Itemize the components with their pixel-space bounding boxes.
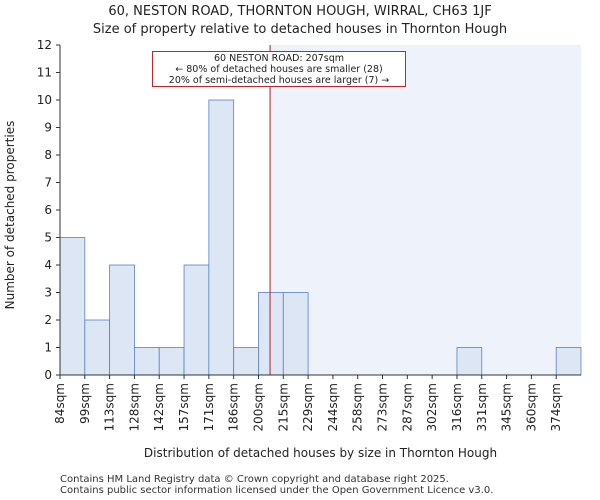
bar-186sqm [233, 347, 259, 376]
chart-subtitle: Size of property relative to detached ho… [92, 22, 508, 37]
y-tick-label: 9 [44, 121, 52, 135]
bar-157sqm [183, 264, 210, 376]
x-tick-label: 84sqm [53, 383, 67, 424]
bar-171sqm [208, 99, 235, 376]
y-tick-label: 1 [44, 341, 52, 355]
bar-316sqm [456, 347, 483, 376]
bar-128sqm [134, 347, 160, 376]
x-tick-label: 360sqm [524, 383, 538, 431]
x-tick-label: 171sqm [202, 383, 216, 431]
bar-113sqm [109, 264, 135, 376]
x-tick-label: 200sqm [251, 383, 265, 431]
x-tick-label: 374sqm [549, 383, 563, 431]
bar-374sqm [555, 347, 582, 376]
x-tick-label: 258sqm [351, 383, 365, 431]
x-tick-label: 302sqm [425, 383, 439, 431]
x-tick-label: 244sqm [326, 383, 340, 431]
x-tick-label: 331sqm [475, 383, 489, 431]
larger-region-shade [270, 45, 581, 375]
x-tick-label: 316sqm [450, 383, 464, 431]
annotation-line-3: 20% of semi-detached houses are larger (… [168, 75, 390, 86]
y-tick-label: 10 [37, 93, 52, 107]
x-tick-label: 215sqm [276, 383, 290, 431]
x-tick-label: 113sqm [103, 383, 117, 431]
marker-annotation: 60 NESTON ROAD: 207sqm ← 80% of detached… [152, 51, 406, 87]
y-axis-title: Number of detached properties [3, 121, 17, 310]
y-tick-label: 0 [44, 368, 52, 382]
x-tick-label: 229sqm [301, 383, 315, 431]
chart-title: 60, NESTON ROAD, THORNTON HOUGH, WIRRAL,… [108, 4, 492, 19]
x-tick-label: 157sqm [177, 383, 191, 431]
x-tick-label: 345sqm [500, 383, 514, 431]
y-tick-label: 7 [44, 176, 52, 190]
footer-line-1: Contains HM Land Registry data © Crown c… [60, 474, 449, 485]
x-tick-label: 186sqm [227, 383, 241, 431]
annotation-line-1: 60 NESTON ROAD: 207sqm [214, 53, 344, 64]
bar-215sqm [282, 292, 309, 376]
bar-99sqm [84, 319, 111, 376]
y-tick-label: 2 [44, 313, 52, 327]
bar-200sqm [258, 292, 284, 376]
x-tick-label: 128sqm [127, 383, 141, 431]
x-axis-title: Distribution of detached houses by size … [144, 446, 497, 460]
y-tick-label: 11 [37, 66, 52, 80]
x-tick-label: 142sqm [152, 383, 166, 431]
annotation-line-2: ← 80% of detached houses are smaller (28… [175, 64, 383, 75]
bar-142sqm [158, 347, 185, 376]
x-tick-label: 287sqm [400, 383, 414, 431]
y-tick-label: 12 [37, 38, 52, 52]
y-tick-label: 4 [44, 258, 52, 272]
y-tick-label: 8 [44, 148, 52, 162]
y-tick-label: 6 [44, 203, 52, 217]
y-tick-label: 3 [44, 286, 52, 300]
x-tick-label: 273sqm [376, 383, 390, 431]
footer-line-2: Contains public sector information licen… [60, 485, 494, 496]
bar-84sqm [59, 237, 86, 376]
x-tick-label: 99sqm [78, 383, 92, 424]
y-tick-label: 5 [44, 231, 52, 245]
